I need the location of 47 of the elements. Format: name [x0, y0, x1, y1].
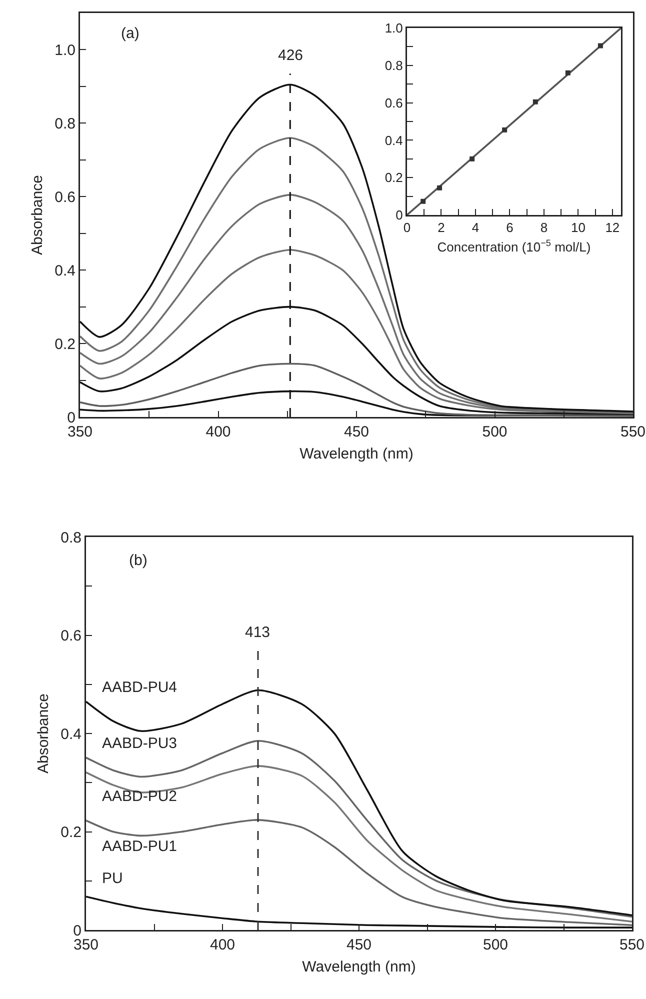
- y-tick-label: 1.0: [384, 20, 403, 36]
- x-tick-label: 500: [482, 936, 508, 954]
- x-tick-label: 4: [472, 220, 480, 236]
- y-tick-label: 0.8: [384, 58, 403, 73]
- x-axis-title: Wavelength (nm): [300, 445, 414, 462]
- x-tick-label: 6: [506, 220, 514, 236]
- series-label: AABD-PU3: [102, 735, 178, 752]
- x-tick-label: 450: [346, 936, 372, 954]
- x-tick-label: 2: [438, 220, 445, 236]
- y-tick-label: 0.2: [60, 824, 82, 841]
- ref-line-label: 426: [278, 47, 304, 64]
- y-axis-title: Absorbance: [35, 693, 52, 774]
- y-tick-label: 0.4: [384, 132, 403, 148]
- y-tick-label: 1.0: [54, 42, 76, 59]
- x-tick-label: 8: [540, 220, 548, 236]
- y-tick-label: 0.4: [60, 726, 82, 743]
- x-axis-title: Wavelength (nm): [302, 958, 416, 976]
- y-tick-label: 0.2: [384, 170, 403, 186]
- x-tick-label: 550: [619, 936, 645, 954]
- x-tick-label: 450: [344, 424, 370, 440]
- x-tick-label: 10: [570, 220, 586, 236]
- y-tick-label: 0.8: [60, 529, 82, 546]
- series-label: AABD-PU1: [102, 838, 178, 855]
- series-label: AABD-PU2: [102, 788, 178, 805]
- y-tick-label: 0.6: [60, 628, 82, 644]
- y-axis-title: Absorbance: [29, 174, 46, 256]
- y-tick-label: 0.8: [54, 115, 76, 132]
- annotation: (b): [129, 552, 148, 569]
- y-tick-label: 0.2: [54, 336, 76, 353]
- y-tick-label: 0: [67, 409, 76, 426]
- x-tick-label: 550: [620, 424, 646, 440]
- y-tick-label: 0.4: [54, 262, 76, 280]
- series-label: AABD-PU4: [102, 679, 178, 696]
- y-tick-label: 0.6: [54, 188, 76, 206]
- ref-line-label: 413: [245, 624, 270, 641]
- series-label: PU: [102, 870, 123, 887]
- x-tick-label: 350: [73, 936, 99, 954]
- y-tick-label: 0: [73, 922, 82, 940]
- x-tick-label: 500: [482, 424, 508, 440]
- y-tick-label: 0: [396, 208, 403, 223]
- x-tick-label: 12: [605, 220, 620, 236]
- annotation: (a): [121, 25, 140, 42]
- x-tick-label: 400: [210, 936, 236, 954]
- x-tick-label: 400: [206, 424, 231, 440]
- y-tick-label: 0.6: [384, 95, 403, 110]
- x-tick-label: 350: [67, 424, 93, 440]
- x-axis-title: Concentration (10$^{−5}$ mol/L): [437, 238, 591, 254]
